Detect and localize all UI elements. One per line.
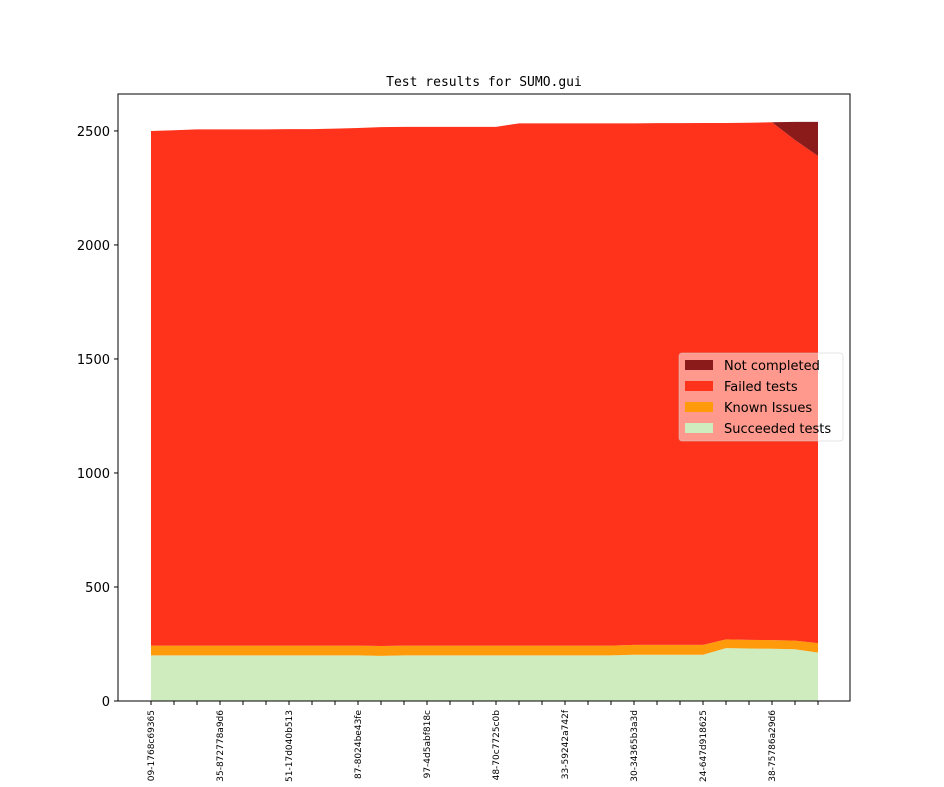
x-tick-label: 30-34365b3a3d (630, 710, 640, 782)
legend-label: Succeeded tests (724, 422, 831, 437)
x-tick-label: 33-59242a742f (561, 709, 571, 779)
legend-label: Not completed (724, 359, 820, 374)
y-tick-label: 1000 (77, 467, 110, 482)
y-tick-label: 0 (102, 695, 110, 710)
legend-swatch (685, 402, 713, 412)
legend-label: Known Issues (724, 401, 812, 416)
y-tick-label: 2500 (77, 125, 110, 140)
legend-swatch (685, 360, 713, 370)
plot-frame (117, 93, 851, 702)
x-tick-label: 35-872778a9d6 (216, 710, 226, 782)
x-tick-label: 97-4d5abf818c (423, 710, 433, 778)
x-tick-label: 38-75786a29d6 (768, 710, 778, 782)
area (151, 122, 818, 647)
x-tick-label: 51-17d040b513 (285, 710, 295, 782)
legend-swatch (685, 423, 713, 433)
x-tick-label: 48-70c7725c0b (492, 710, 502, 781)
chart-title: Test results for SUMO.gui (386, 75, 582, 90)
x-tick-label: 09-1768c69365 (147, 710, 157, 781)
legend: Not completed Failed tests Known Issues Suc… (678, 352, 844, 442)
y-tick-label: 1500 (77, 353, 110, 368)
area (151, 639, 818, 656)
legend-swatch (685, 381, 713, 391)
area (151, 648, 818, 701)
y-tick-label: 500 (85, 581, 110, 596)
x-tick-label: 24-647d918625 (699, 710, 709, 782)
y-tick-label: 2000 (77, 239, 110, 254)
legend-label: Failed tests (724, 380, 798, 395)
legend-box (678, 352, 844, 442)
x-tick-label: 87-8024be43fe (354, 710, 364, 779)
